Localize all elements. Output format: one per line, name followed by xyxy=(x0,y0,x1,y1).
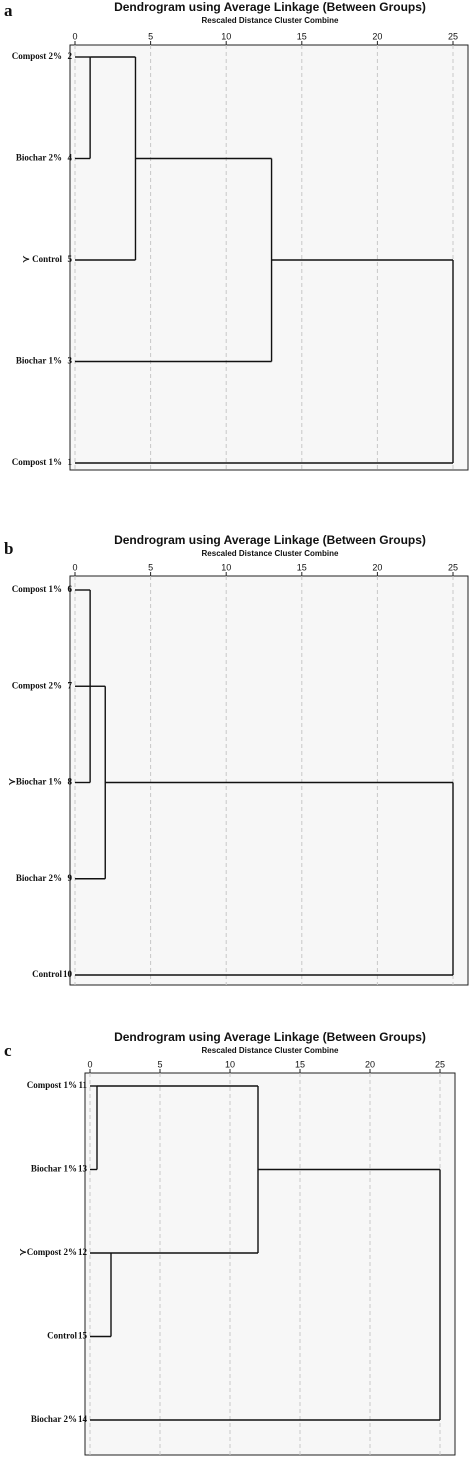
leaf-label: ≻ Control xyxy=(22,254,62,264)
leaf-label: Control xyxy=(32,969,62,979)
x-tick-label: 0 xyxy=(72,31,77,41)
leaf-id: 6 xyxy=(68,584,73,594)
x-tick-label: 25 xyxy=(448,31,458,41)
leaf-label: Compost 2% xyxy=(12,51,62,61)
leaf-id: 13 xyxy=(78,1164,88,1174)
leaf-label: Compost 2% xyxy=(12,680,62,690)
x-tick-label: 25 xyxy=(435,1059,445,1069)
panel-label: a xyxy=(4,1,13,20)
chart-subtitle: Rescaled Distance Cluster Combine xyxy=(202,1046,339,1055)
plot-area xyxy=(69,44,469,471)
panel-label: c xyxy=(4,1041,12,1060)
leaf-label: Biochar 1% xyxy=(16,356,62,366)
x-tick-label: 5 xyxy=(157,1059,162,1069)
leaf-label: Biochar 2% xyxy=(16,873,62,883)
leaf-id: 4 xyxy=(68,153,73,163)
x-tick-label: 15 xyxy=(295,1059,305,1069)
leaf-label: ≻Biochar 1% xyxy=(8,777,62,787)
leaf-id: 8 xyxy=(68,777,73,787)
x-tick-label: 0 xyxy=(72,562,77,572)
x-tick-label: 5 xyxy=(148,562,153,572)
chart-title: Dendrogram using Average Linkage (Betwee… xyxy=(114,0,426,14)
leaf-id: 3 xyxy=(68,356,73,366)
leaf-id: 1 xyxy=(68,457,73,467)
plot-area xyxy=(69,575,469,986)
chart-subtitle: Rescaled Distance Cluster Combine xyxy=(202,549,339,558)
leaf-label: Control xyxy=(47,1331,77,1341)
x-tick-label: 10 xyxy=(225,1059,235,1069)
leaf-id: 12 xyxy=(78,1247,88,1257)
leaf-id: 7 xyxy=(68,680,73,690)
x-tick-label: 20 xyxy=(365,1059,375,1069)
plot-area xyxy=(84,1072,456,1456)
leaf-id: 14 xyxy=(78,1414,88,1424)
leaf-label: Biochar 1% xyxy=(31,1164,77,1174)
leaf-label: Biochar 2% xyxy=(16,153,62,163)
chart-title: Dendrogram using Average Linkage (Betwee… xyxy=(114,533,426,547)
chart-title: Dendrogram using Average Linkage (Betwee… xyxy=(114,1030,426,1044)
leaf-label: ≻Compost 2% xyxy=(19,1247,77,1257)
leaf-label: Compost 1% xyxy=(12,457,62,467)
leaf-label: Compost 1% xyxy=(27,1080,77,1090)
leaf-id: 11 xyxy=(78,1080,87,1090)
leaf-id: 2 xyxy=(68,51,73,61)
leaf-label: Biochar 2% xyxy=(31,1414,77,1424)
leaf-id: 15 xyxy=(78,1331,88,1341)
x-tick-label: 5 xyxy=(148,31,153,41)
x-tick-label: 0 xyxy=(87,1059,92,1069)
panel-label: b xyxy=(4,539,13,558)
x-tick-label: 10 xyxy=(221,562,231,572)
leaf-id: 9 xyxy=(68,873,73,883)
leaf-id: 10 xyxy=(63,969,73,979)
x-tick-label: 10 xyxy=(221,31,231,41)
x-tick-label: 25 xyxy=(448,562,458,572)
leaf-id: 5 xyxy=(68,254,73,264)
x-tick-label: 15 xyxy=(297,562,307,572)
x-tick-label: 20 xyxy=(372,31,382,41)
x-tick-label: 15 xyxy=(297,31,307,41)
leaf-label: Compost 1% xyxy=(12,584,62,594)
x-tick-label: 20 xyxy=(372,562,382,572)
chart-subtitle: Rescaled Distance Cluster Combine xyxy=(202,16,339,25)
